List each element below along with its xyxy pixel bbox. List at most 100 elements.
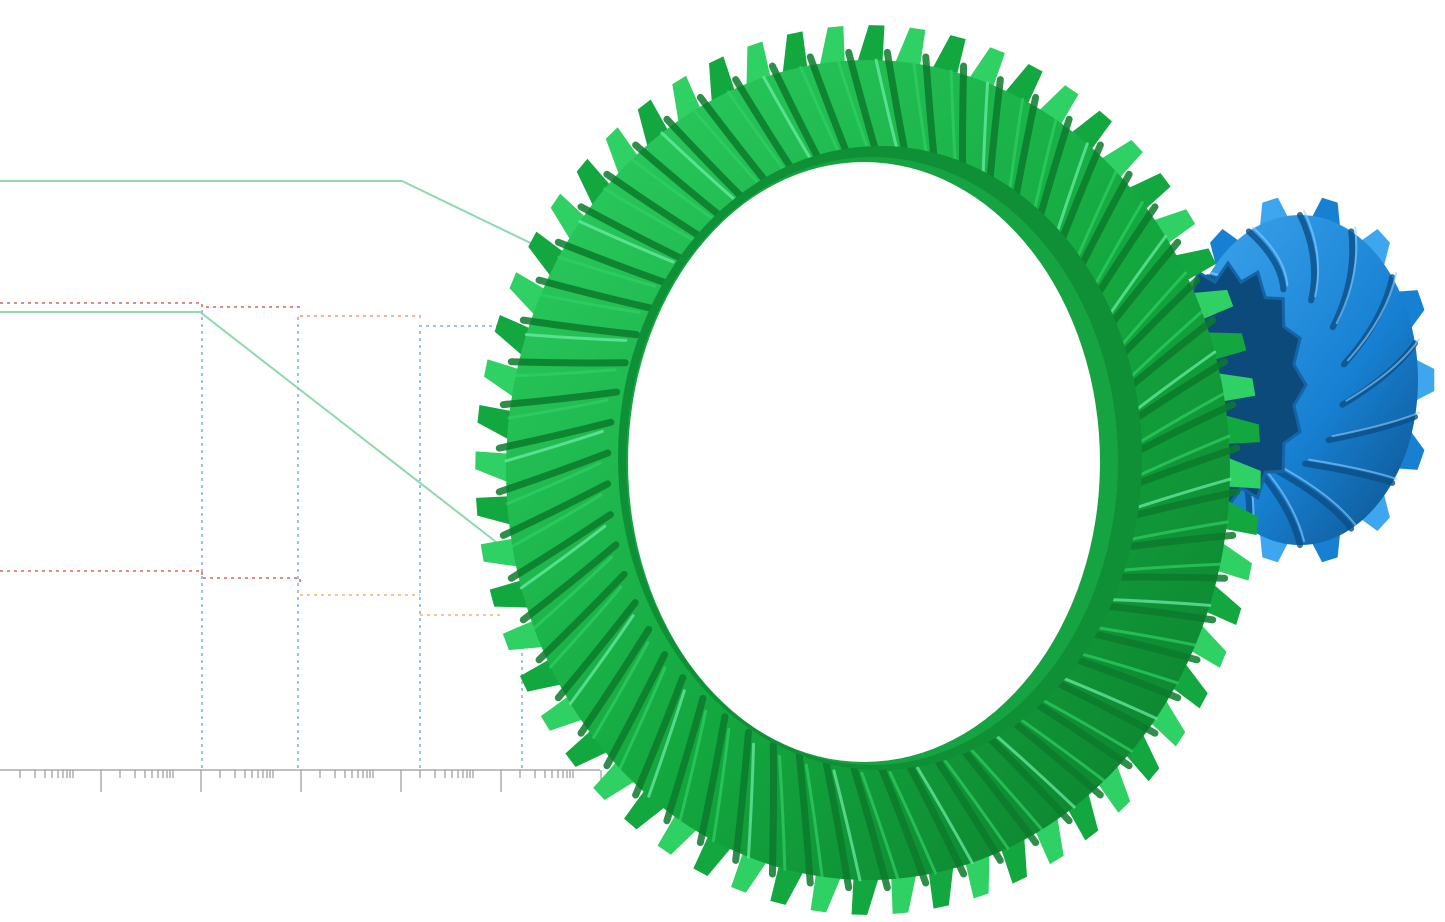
ring-gear-highlight (1119, 562, 1222, 572)
ring-gear-highlight (514, 368, 617, 378)
ring-gear-highlight (1132, 477, 1232, 511)
blue-step-3 (419, 325, 520, 768)
ring-gear-bore (628, 162, 1100, 762)
ring-gear-groove (577, 203, 689, 264)
pinion-highlight (1279, 465, 1357, 526)
ring-gear-highlight (592, 641, 650, 739)
ring-gear-groove (663, 694, 707, 825)
ring-gear-groove (507, 511, 614, 582)
ring-gear-highlight (860, 771, 900, 881)
pinion-highlight (1303, 210, 1320, 298)
ring-gear-groove (1066, 653, 1182, 702)
green-line-middle (0, 311, 501, 546)
pinion-highlight (1251, 226, 1289, 287)
ring-gear-highlight (1129, 350, 1217, 416)
ring-gear-groove (507, 358, 629, 367)
ring-gear-groove (768, 741, 778, 878)
ring-gear-groove (981, 730, 1073, 825)
red-dotted-upper (0, 302, 300, 308)
ring-gear-highlight (888, 770, 937, 875)
red-dotted-lines (0, 302, 500, 616)
ring-gear-groove (554, 238, 670, 287)
ring-gear-groove (849, 761, 891, 892)
ring-gear-groove (554, 599, 639, 702)
ring-gear-highlight (943, 759, 1010, 850)
ring-gear-groove (956, 742, 1040, 847)
pinion-highlight (1308, 458, 1398, 480)
ring-gear-highlight (1133, 392, 1226, 447)
pinion-highlight (1335, 226, 1358, 325)
pinion-highlight (1331, 411, 1421, 438)
ring-gear-groove (903, 758, 968, 878)
ring-gear-groove (499, 388, 621, 409)
ring-gear-groove (495, 449, 612, 496)
ring-gear-groove (1005, 714, 1104, 799)
ring-gear-groove (876, 761, 930, 887)
ring-gear-highlight (519, 524, 607, 590)
ring-gear-groove (603, 651, 669, 770)
ring-gear-highlight (1134, 434, 1231, 479)
ring-gear-groove (1107, 573, 1229, 582)
green-line-upper (0, 180, 546, 251)
ring-gear-groove (519, 541, 620, 624)
ring-gear-groove (535, 276, 654, 312)
ring-gear-highlight (1127, 520, 1229, 542)
ring-gear-groove (930, 752, 1004, 864)
ring-gear-groove (603, 170, 709, 244)
ring-gear-highlight (505, 461, 602, 506)
ring-gear-highlight (995, 734, 1076, 809)
ring-gear-highlight (630, 157, 717, 223)
ring-gear-highlight (678, 709, 708, 822)
ring-gear-groove (1082, 628, 1201, 664)
ring-gear-groove (499, 480, 612, 539)
ring-gear (475, 25, 1261, 915)
ring-gear-highlight (557, 255, 657, 288)
ring-gear-groove (696, 713, 729, 847)
ring-gear-groove (577, 625, 653, 737)
pinion-groove (1297, 212, 1318, 304)
ring-gear-groove (732, 728, 752, 864)
pinion-groove (1329, 228, 1356, 331)
pinion-highlight (1345, 338, 1421, 402)
ring-gear-highlight (602, 187, 695, 242)
ring-gear-highlight (568, 614, 635, 706)
ring-gear-highlight (1041, 698, 1134, 753)
ring-gear-groove (1047, 676, 1159, 737)
ring-gear-highlight (1019, 717, 1106, 783)
ring-gear-highlight (1079, 652, 1179, 685)
ring-gear-highlight (692, 108, 767, 192)
ring-gear-groove (1027, 696, 1133, 770)
ring-gear-highlight (507, 398, 609, 420)
ring-gear-highlight (532, 555, 613, 630)
ring-gear-groove (822, 757, 853, 892)
ring-gear-highlight (777, 754, 787, 871)
orange-dotted-upper (300, 315, 421, 322)
ring-gear-highlight (969, 748, 1044, 832)
pinion-groove (1273, 467, 1355, 532)
ring-gear-highlight (578, 220, 675, 264)
x-axis-ticks (19, 770, 602, 792)
pinion-highlight (1346, 272, 1398, 362)
ring-gear-highlight (549, 585, 623, 669)
ring-gear-groove (632, 674, 687, 799)
background-diagram (0, 180, 1080, 792)
ring-gear-highlight (539, 293, 641, 314)
ring-gear-highlight (1108, 598, 1212, 607)
pinion-groove (1325, 413, 1419, 444)
pinion-groove (1245, 228, 1287, 293)
ring-gear-highlight (510, 493, 603, 548)
ring-gear-highlight (618, 666, 667, 770)
ring-gear-highlight (647, 689, 686, 798)
ring-gear-groove (519, 316, 640, 339)
ring-gear-groove (1096, 601, 1217, 624)
ring-gear-highlight (916, 766, 974, 865)
ring-gear-highlight (804, 763, 824, 879)
ring-gear-highlight (1095, 626, 1197, 647)
ring-gear-groove (795, 751, 814, 887)
ring-gear-highlight (660, 131, 741, 206)
ring-gear-highlight (524, 333, 628, 342)
ring-gear-highlight (711, 727, 731, 843)
ring-gear-highlight (1061, 676, 1158, 720)
